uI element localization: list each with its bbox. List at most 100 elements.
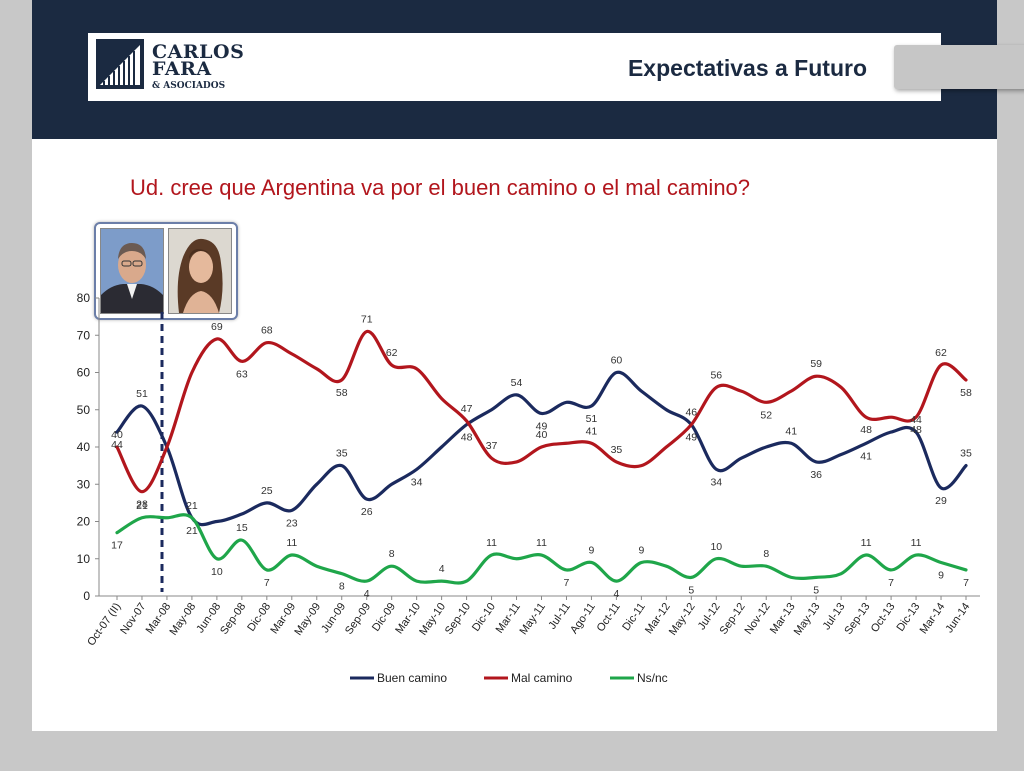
data-label: 41 [860, 450, 872, 462]
data-label: 34 [710, 476, 722, 488]
series-line-mal-camino [115, 329, 968, 494]
data-label: 7 [888, 577, 894, 589]
data-label: 58 [336, 387, 348, 399]
chart-lines [115, 329, 968, 585]
data-label: 7 [564, 577, 570, 589]
data-label: 51 [136, 388, 148, 400]
x-tick-label: May-09 [292, 601, 323, 638]
data-label: 8 [389, 548, 395, 560]
y-tick-label: 30 [77, 477, 91, 491]
x-tick-label: Nov-12 [743, 601, 773, 637]
data-label: 35 [960, 448, 972, 460]
data-label: 11 [536, 537, 547, 549]
data-label: 56 [710, 369, 722, 381]
data-label: 44 [111, 439, 123, 451]
data-label: 41 [586, 425, 598, 437]
data-label: 35 [336, 448, 348, 460]
x-tick-label: Ago-11 [568, 601, 598, 636]
y-tick-label: 50 [77, 403, 91, 417]
data-label: 71 [361, 314, 373, 326]
logo-text-line3: & ASOCIADOS [152, 81, 226, 91]
data-label: 46 [685, 407, 697, 419]
data-label: 15 [236, 522, 248, 534]
data-label: 9 [589, 544, 595, 556]
data-label: 21 [136, 500, 148, 512]
data-label: 47 [461, 403, 473, 415]
chart-legend: Buen camino Mal camino Ns/nc [350, 671, 668, 685]
data-label: 8 [763, 548, 769, 560]
x-tick-label: Oct-07 (II) [85, 601, 123, 648]
data-label: 40 [536, 429, 548, 441]
president-photo-2 [168, 228, 232, 314]
x-tick-label: Sep-09 [343, 601, 373, 637]
data-label: 60 [611, 355, 623, 367]
data-label: 4 [613, 588, 619, 600]
data-label: 5 [688, 584, 694, 596]
data-label: 34 [411, 476, 423, 488]
data-label: 4 [364, 588, 370, 600]
chart-data-labels: 4451212523352634485449516049344136414429… [111, 314, 972, 601]
data-label: 11 [911, 537, 922, 549]
y-tick-label: 0 [83, 589, 90, 603]
data-label: 10 [710, 541, 722, 553]
x-tick-label: Oct-11 [595, 601, 623, 634]
x-tick-label: Oct-13 [869, 601, 898, 635]
series-line-ns-nc [115, 513, 968, 585]
data-label: 25 [261, 485, 273, 497]
data-label: 8 [339, 581, 345, 593]
data-label: 44 [910, 414, 922, 426]
data-label: 36 [810, 469, 822, 481]
logo-text-line2: FARA [152, 58, 212, 80]
data-label: 59 [810, 358, 822, 370]
data-label: 52 [760, 409, 772, 421]
data-label: 35 [611, 444, 623, 456]
data-label: 26 [361, 506, 373, 518]
x-tick-label: May-08 [167, 601, 198, 638]
logo-text-line1: CARLOS [152, 41, 245, 63]
data-label: 63 [236, 368, 248, 380]
x-tick-label: Jun-14 [943, 601, 972, 635]
data-label: 9 [938, 569, 944, 581]
data-label: 68 [261, 325, 273, 337]
logo-mark-icon [96, 39, 144, 89]
data-label: 48 [910, 424, 922, 436]
company-logo: CARLOS FARA & ASOCIADOS [96, 39, 246, 95]
data-label: 62 [386, 347, 398, 359]
x-tick-label: Sep-10 [443, 601, 473, 637]
president-photos [94, 222, 238, 320]
data-label: 48 [461, 432, 473, 444]
series-line-buen-camino [115, 370, 968, 527]
data-label: 5 [813, 584, 819, 596]
data-label: 48 [860, 424, 872, 436]
data-label: 17 [111, 540, 123, 552]
data-label: 11 [486, 537, 497, 549]
x-tick-label: Nov-07 [118, 601, 148, 637]
y-tick-label: 20 [77, 515, 91, 529]
x-tick-label: May-11 [518, 601, 548, 637]
x-tick-label: May-13 [792, 601, 823, 638]
data-label: 41 [785, 425, 797, 437]
y-tick-label: 60 [77, 366, 91, 380]
data-label: 7 [264, 577, 270, 589]
survey-question: Ud. cree que Argentina va por el buen ca… [130, 175, 751, 200]
legend-label: Buen camino [377, 671, 447, 685]
side-tab [894, 45, 1024, 89]
data-label: 49 [685, 432, 697, 444]
data-label: 58 [960, 387, 972, 399]
data-label: 4 [439, 563, 445, 575]
x-tick-label: Sep-13 [842, 601, 872, 637]
data-label: 21 [186, 500, 198, 512]
portrait-woman-icon [169, 229, 231, 313]
header-band: CARLOS FARA & ASOCIADOS Expectativas a F… [32, 0, 997, 139]
president-photo-1 [100, 228, 164, 314]
y-tick-label: 80 [77, 291, 91, 305]
data-label: 62 [935, 347, 947, 359]
x-tick-label: Sep-08 [218, 601, 248, 637]
data-label: 54 [511, 377, 523, 389]
portrait-man-icon [101, 229, 163, 313]
data-label: 7 [963, 577, 969, 589]
data-label: 40 [111, 429, 123, 441]
data-label: 69 [211, 321, 223, 333]
slide: CARLOS FARA & ASOCIADOS Expectativas a F… [32, 0, 997, 731]
